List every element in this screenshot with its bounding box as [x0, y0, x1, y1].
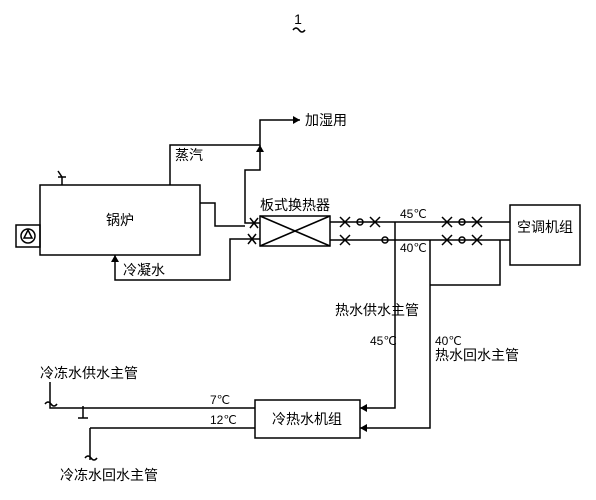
- chill-return-label: 冷冻水回水主管: [60, 467, 158, 483]
- boiler-label: 锅炉: [106, 212, 134, 228]
- steam-to-exchanger: [245, 145, 260, 223]
- condensate-label: 冷凝水: [123, 262, 165, 278]
- humidify-arrow: [293, 116, 300, 124]
- humidify-label: 加湿用: [305, 112, 347, 128]
- ac-return-drop: [430, 240, 500, 285]
- aircond-box: [510, 205, 580, 265]
- temp-45-ac: 45℃: [400, 207, 427, 221]
- hot-supply-label: 热水供水主管: [335, 302, 419, 318]
- chill-supply-break: [45, 402, 57, 406]
- chiller-label: 冷热水机组: [272, 411, 342, 427]
- temp-40-ac: 40℃: [400, 241, 427, 255]
- header-tilde: [293, 28, 305, 32]
- chill-supply-label: 冷冻水供水主管: [40, 365, 138, 381]
- chill-return-break: [85, 456, 97, 460]
- condensate-arrow: [111, 255, 119, 262]
- steam-label: 蒸汽: [175, 147, 203, 163]
- temp-12: 12℃: [210, 413, 237, 427]
- arrow-chiller-in1: [360, 404, 367, 412]
- hot-return-label: 热水回水主管: [435, 347, 519, 363]
- aircond-label-1: 空调机组: [517, 219, 573, 235]
- temp-40-main: 40℃: [435, 334, 462, 348]
- header-ref: 1: [294, 11, 302, 27]
- boiler-gauge-icon: [58, 171, 66, 185]
- arrow-chiller-in2: [360, 424, 367, 432]
- temp-7: 7℃: [210, 393, 230, 407]
- temp-45-main: 45℃: [370, 334, 397, 348]
- plate-exchanger-label: 板式换热器: [260, 197, 330, 213]
- hot-supply-to-chiller: [360, 345, 395, 408]
- burner-fan-blade: [24, 230, 32, 238]
- boiler-to-exch-aux: [200, 203, 245, 226]
- plate-exchanger-cross: [260, 216, 330, 246]
